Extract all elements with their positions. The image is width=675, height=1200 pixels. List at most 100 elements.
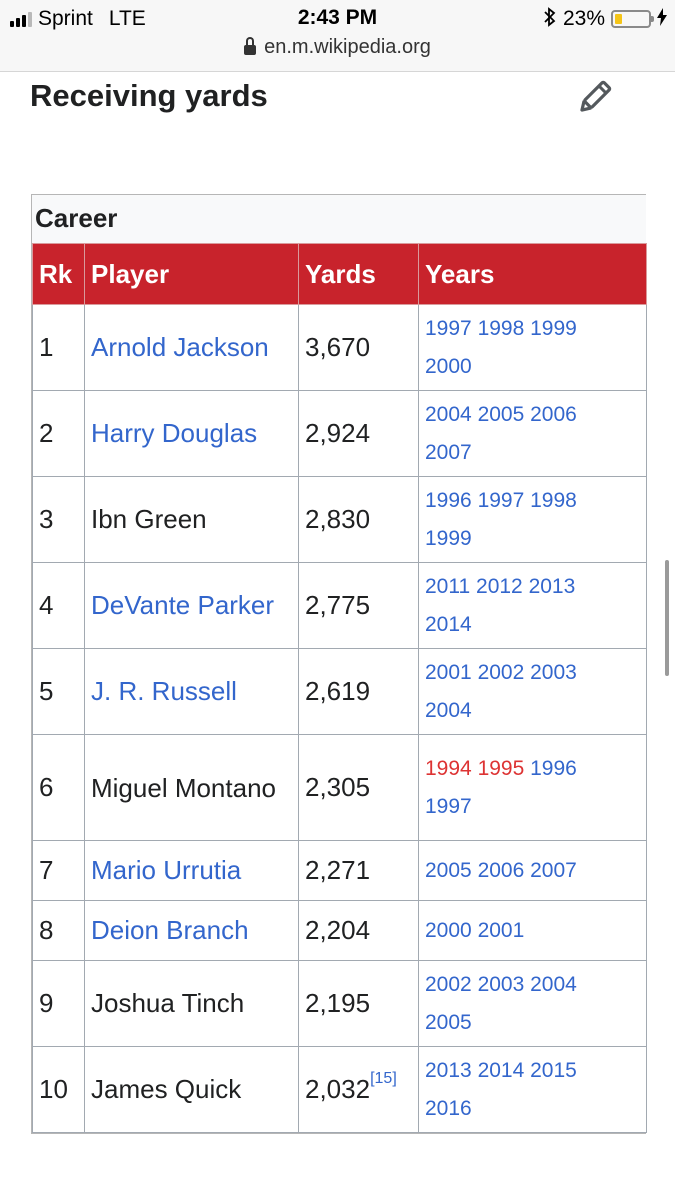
years-cell: 2004 2005 2006 2007	[418, 390, 647, 477]
year-link[interactable]: 2002	[425, 972, 472, 996]
year-link[interactable]: 2004	[425, 698, 472, 722]
yards-value: 2,195	[305, 988, 371, 1018]
player-link[interactable]: Harry Douglas	[91, 418, 258, 448]
yards-value: 2,204	[305, 915, 371, 945]
year-link[interactable]: 1997	[425, 794, 472, 818]
year-link[interactable]: 2014	[425, 612, 472, 636]
years-cell: 2013 2014 2015 2016	[418, 1046, 647, 1133]
battery-percent: 23%	[562, 7, 605, 30]
column-header-years[interactable]: Years	[418, 243, 647, 305]
rank-cell: 6	[32, 734, 85, 841]
table-row: 1 Arnold Jackson 3,670 1997 1998 1999 2000	[32, 304, 647, 391]
table-row: 2 Harry Douglas 2,924 2004 2005 2006 2007	[32, 390, 647, 477]
bluetooth-icon	[543, 7, 557, 31]
year-link[interactable]: 1998	[477, 316, 525, 340]
yards-value: 2,619	[305, 676, 371, 706]
player-name: Joshua Tinch	[91, 988, 245, 1018]
lock-icon	[244, 36, 257, 57]
yards-value: 2,032	[305, 1074, 371, 1104]
year-link[interactable]: 2005	[425, 1010, 472, 1034]
yards-cell: 2,195	[298, 960, 419, 1047]
player-cell: Miguel Montano	[84, 734, 299, 841]
yards-cell: 2,619	[298, 648, 419, 735]
player-name: Miguel Montano	[91, 772, 276, 803]
yards-value: 3,670	[305, 332, 371, 362]
year-link[interactable]: 2016	[425, 1096, 472, 1120]
player-link[interactable]: Arnold Jackson	[91, 332, 269, 362]
year-link[interactable]: 2013	[528, 574, 576, 598]
table-row: 8 Deion Branch 2,204 2000 2001	[32, 900, 647, 961]
player-cell: J. R. Russell	[84, 648, 299, 735]
year-link[interactable]: 1994	[425, 756, 472, 780]
yards-value: 2,305	[305, 772, 371, 802]
player-link[interactable]: J. R. Russell	[91, 676, 237, 706]
yards-cell: 2,032[15]	[298, 1046, 419, 1133]
player-cell: Joshua Tinch	[84, 960, 299, 1047]
year-link[interactable]: 1997	[477, 488, 525, 512]
year-link[interactable]: 2014	[477, 1058, 525, 1082]
year-link[interactable]: 1997	[425, 316, 472, 340]
year-link[interactable]: 1999	[530, 316, 577, 340]
table-row: 5 J. R. Russell 2,619 2001 2002 2003 2004	[32, 648, 647, 735]
browser-chrome: Sprint LTE 2:43 PM 23% en.m.wikipedia.or…	[0, 0, 675, 72]
year-link[interactable]: 2003	[477, 972, 525, 996]
reference-link[interactable]: [15]	[370, 1070, 397, 1087]
yards-value: 2,830	[305, 504, 371, 534]
table-header-row: Rk Player Yards Years	[32, 243, 647, 305]
year-link[interactable]: 2005	[425, 858, 472, 882]
page-scrollbar[interactable]	[665, 560, 669, 676]
signal-icon	[10, 11, 32, 27]
year-link[interactable]: 2005	[477, 402, 525, 426]
column-header-rk[interactable]: Rk	[32, 243, 85, 305]
year-link[interactable]: 1998	[530, 488, 577, 512]
player-link[interactable]: Deion Branch	[91, 915, 249, 945]
player-cell: Deion Branch	[84, 900, 299, 961]
rank-cell: 8	[32, 900, 85, 961]
status-left: Sprint LTE	[10, 6, 146, 32]
year-link[interactable]: 2013	[425, 1058, 472, 1082]
table-row: 9 Joshua Tinch 2,195 2002 2003 2004 2005	[32, 960, 647, 1047]
year-link[interactable]: 1996	[425, 488, 472, 512]
rank-cell: 1	[32, 304, 85, 391]
year-link[interactable]: 2015	[530, 1058, 577, 1082]
table-row: 3 Ibn Green 2,830 1996 1997 1998 1999	[32, 476, 647, 563]
years-cell: 1997 1998 1999 2000	[418, 304, 647, 391]
yards-cell: 2,924	[298, 390, 419, 477]
carrier-label: Sprint	[38, 7, 93, 30]
year-link[interactable]: 2002	[477, 660, 525, 684]
player-name: James Quick	[91, 1074, 242, 1104]
pencil-icon[interactable]	[574, 78, 614, 118]
column-header-yards[interactable]: Yards	[298, 243, 419, 305]
year-link[interactable]: 2000	[425, 354, 472, 378]
year-link[interactable]: 2006	[530, 402, 577, 426]
year-link[interactable]: 2001	[477, 918, 525, 942]
year-link[interactable]: 2007	[425, 440, 472, 464]
year-link[interactable]: 2004	[425, 402, 472, 426]
year-link[interactable]: 1996	[530, 756, 577, 780]
column-header-player[interactable]: Player	[84, 243, 299, 305]
url-bar[interactable]: en.m.wikipedia.org	[0, 36, 675, 59]
player-name: Ibn Green	[91, 504, 207, 534]
yards-value: 2,271	[305, 855, 371, 885]
year-link[interactable]: 2012	[476, 574, 523, 598]
year-link[interactable]: 2001	[425, 660, 472, 684]
player-link[interactable]: Mario Urrutia	[91, 855, 242, 885]
year-link[interactable]: 2003	[530, 660, 577, 684]
year-link[interactable]: 1995	[477, 756, 525, 780]
years-cell: 2001 2002 2003 2004	[418, 648, 647, 735]
table-row: 10 James Quick 2,032[15] 2013 2014 2015 2016	[32, 1046, 647, 1133]
year-link[interactable]: 2007	[530, 858, 577, 882]
yards-cell: 2,830	[298, 476, 419, 563]
year-link[interactable]: 2004	[530, 972, 577, 996]
status-right: 23%	[543, 6, 667, 32]
year-link[interactable]: 2006	[477, 858, 525, 882]
years-cell: 2000 2001	[418, 900, 647, 961]
player-cell: James Quick	[84, 1046, 299, 1133]
year-link[interactable]: 2011	[425, 574, 471, 598]
player-cell: Arnold Jackson	[84, 304, 299, 391]
table-row: 7 Mario Urrutia 2,271 2005 2006 2007	[32, 840, 647, 901]
player-link[interactable]: DeVante Parker	[91, 590, 275, 620]
yards-value: 2,924	[305, 418, 371, 448]
year-link[interactable]: 2000	[425, 918, 472, 942]
year-link[interactable]: 1999	[425, 526, 472, 550]
